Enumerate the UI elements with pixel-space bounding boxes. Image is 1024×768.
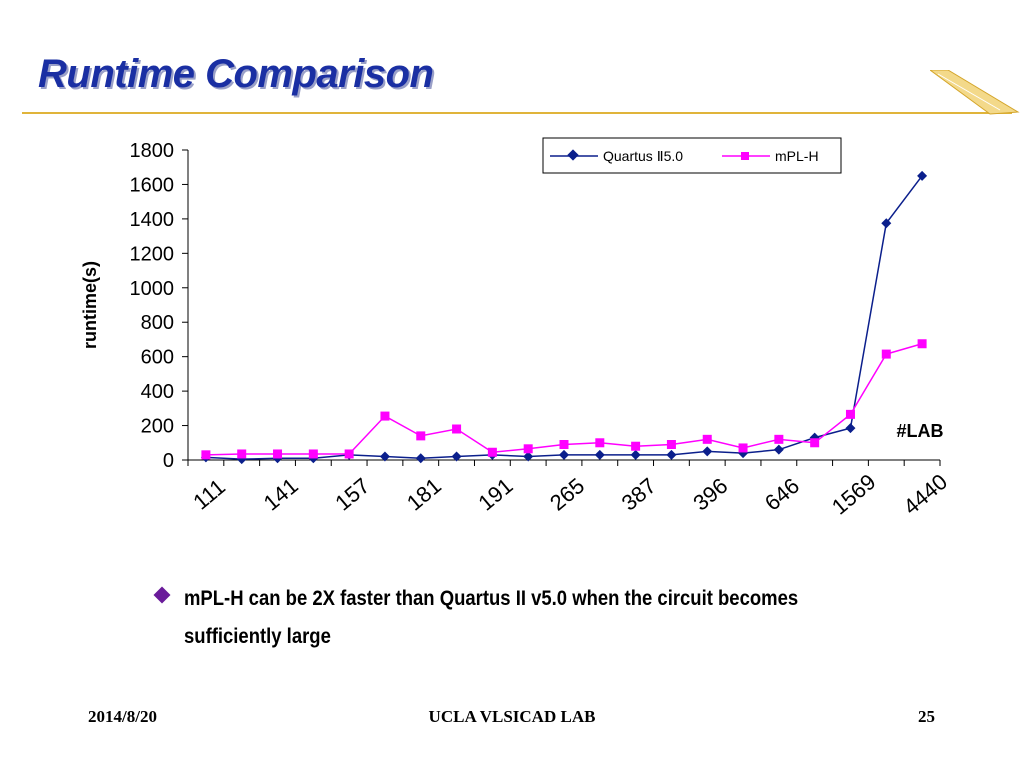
arrow-decoration-icon [930, 70, 1020, 115]
data-point-quartus [702, 446, 713, 457]
data-point-mplh [344, 449, 354, 459]
x-tick-label: 191 [473, 473, 517, 516]
data-point-quartus [773, 444, 784, 455]
y-tick-label: 400 [141, 381, 174, 403]
data-point-quartus [559, 449, 569, 460]
data-point-quartus [917, 170, 928, 181]
x-tick-label: 387 [617, 473, 661, 516]
runtime-chart: 0 200 400 600 800 1000 1200 1400 1600 1800 111 141… [80, 137, 952, 520]
data-point-mplh [201, 450, 211, 460]
y-tick-label: 1200 [130, 243, 175, 265]
y-tick-label: 200 [141, 416, 174, 438]
data-point-mplh [237, 449, 247, 459]
x-tick-label: 265 [545, 473, 589, 516]
series-line-quartus [205, 175, 923, 460]
data-point-mplh [273, 449, 283, 459]
data-point-mplh [917, 339, 927, 349]
x-tick-label: 181 [402, 473, 446, 516]
y-tick-label: 800 [141, 312, 174, 334]
data-point-mplh [452, 424, 462, 434]
data-point-mplh [308, 449, 318, 459]
data-point-quartus [379, 451, 390, 462]
legend-quartus-marker [567, 149, 579, 161]
data-point-mplh [738, 443, 748, 453]
data-point-mplh [523, 444, 533, 454]
footer-date: 2014/8/20 [88, 707, 157, 726]
data-point-mplh [631, 441, 641, 451]
data-point-quartus [666, 449, 677, 460]
data-point-quartus [845, 423, 856, 434]
bullet-text: mPL-H can be 2X faster than Quartus II v… [184, 587, 799, 648]
y-tick-label: 600 [141, 347, 174, 369]
legend: Quartus Ⅱ5.0 mPL-H [542, 137, 842, 174]
data-point-quartus [630, 449, 641, 460]
y-tick-label: 1800 [130, 140, 175, 162]
data-point-mplh [845, 409, 855, 419]
y-axis-label: runtime(s) [80, 261, 100, 349]
x-tick-label: 646 [760, 473, 804, 516]
data-point-mplh [702, 434, 712, 444]
diamond-bullet-icon [153, 586, 171, 604]
y-tick-label: 1400 [130, 209, 175, 231]
x-axis-label: #LAB [896, 421, 943, 441]
slide-title: Runtime Comparison [38, 52, 434, 96]
data-point-quartus [415, 453, 426, 464]
data-point-quartus [451, 451, 462, 462]
title-rule [22, 112, 1012, 114]
data-point-mplh [810, 438, 820, 448]
data-point-mplh [881, 349, 891, 359]
data-point-quartus [523, 451, 534, 462]
legend-mplh-marker [741, 152, 749, 160]
data-point-mplh [416, 431, 426, 441]
data-point-mplh [487, 447, 497, 457]
data-point-mplh [774, 434, 784, 444]
data-point-mplh [666, 440, 676, 449]
data-point-mplh [559, 440, 569, 449]
legend-mplh-label: mPL-H [775, 148, 819, 164]
x-tick-label: 4440 [898, 469, 952, 520]
legend-quartus-label: Quartus Ⅱ5.0 [603, 148, 683, 164]
data-point-quartus [594, 449, 605, 460]
y-tick-label: 0 [163, 450, 174, 472]
x-tick-label: 111 [188, 474, 230, 515]
y-tick-label: 1000 [130, 278, 175, 300]
page-number: 25 [918, 707, 935, 726]
footer-lab: UCLA VLSICAD LAB [428, 707, 596, 726]
x-tick-label: 141 [259, 473, 303, 516]
x-tick-label: 1569 [827, 469, 881, 520]
y-tick-label: 1600 [130, 174, 175, 196]
data-point-quartus [881, 218, 892, 229]
x-tick-label: 396 [688, 473, 732, 516]
data-point-mplh [595, 438, 605, 448]
data-point-mplh [380, 411, 390, 421]
bullet-point: mPL-H can be 2X faster than Quartus II v… [150, 580, 910, 656]
x-tick-label: 157 [330, 473, 374, 516]
